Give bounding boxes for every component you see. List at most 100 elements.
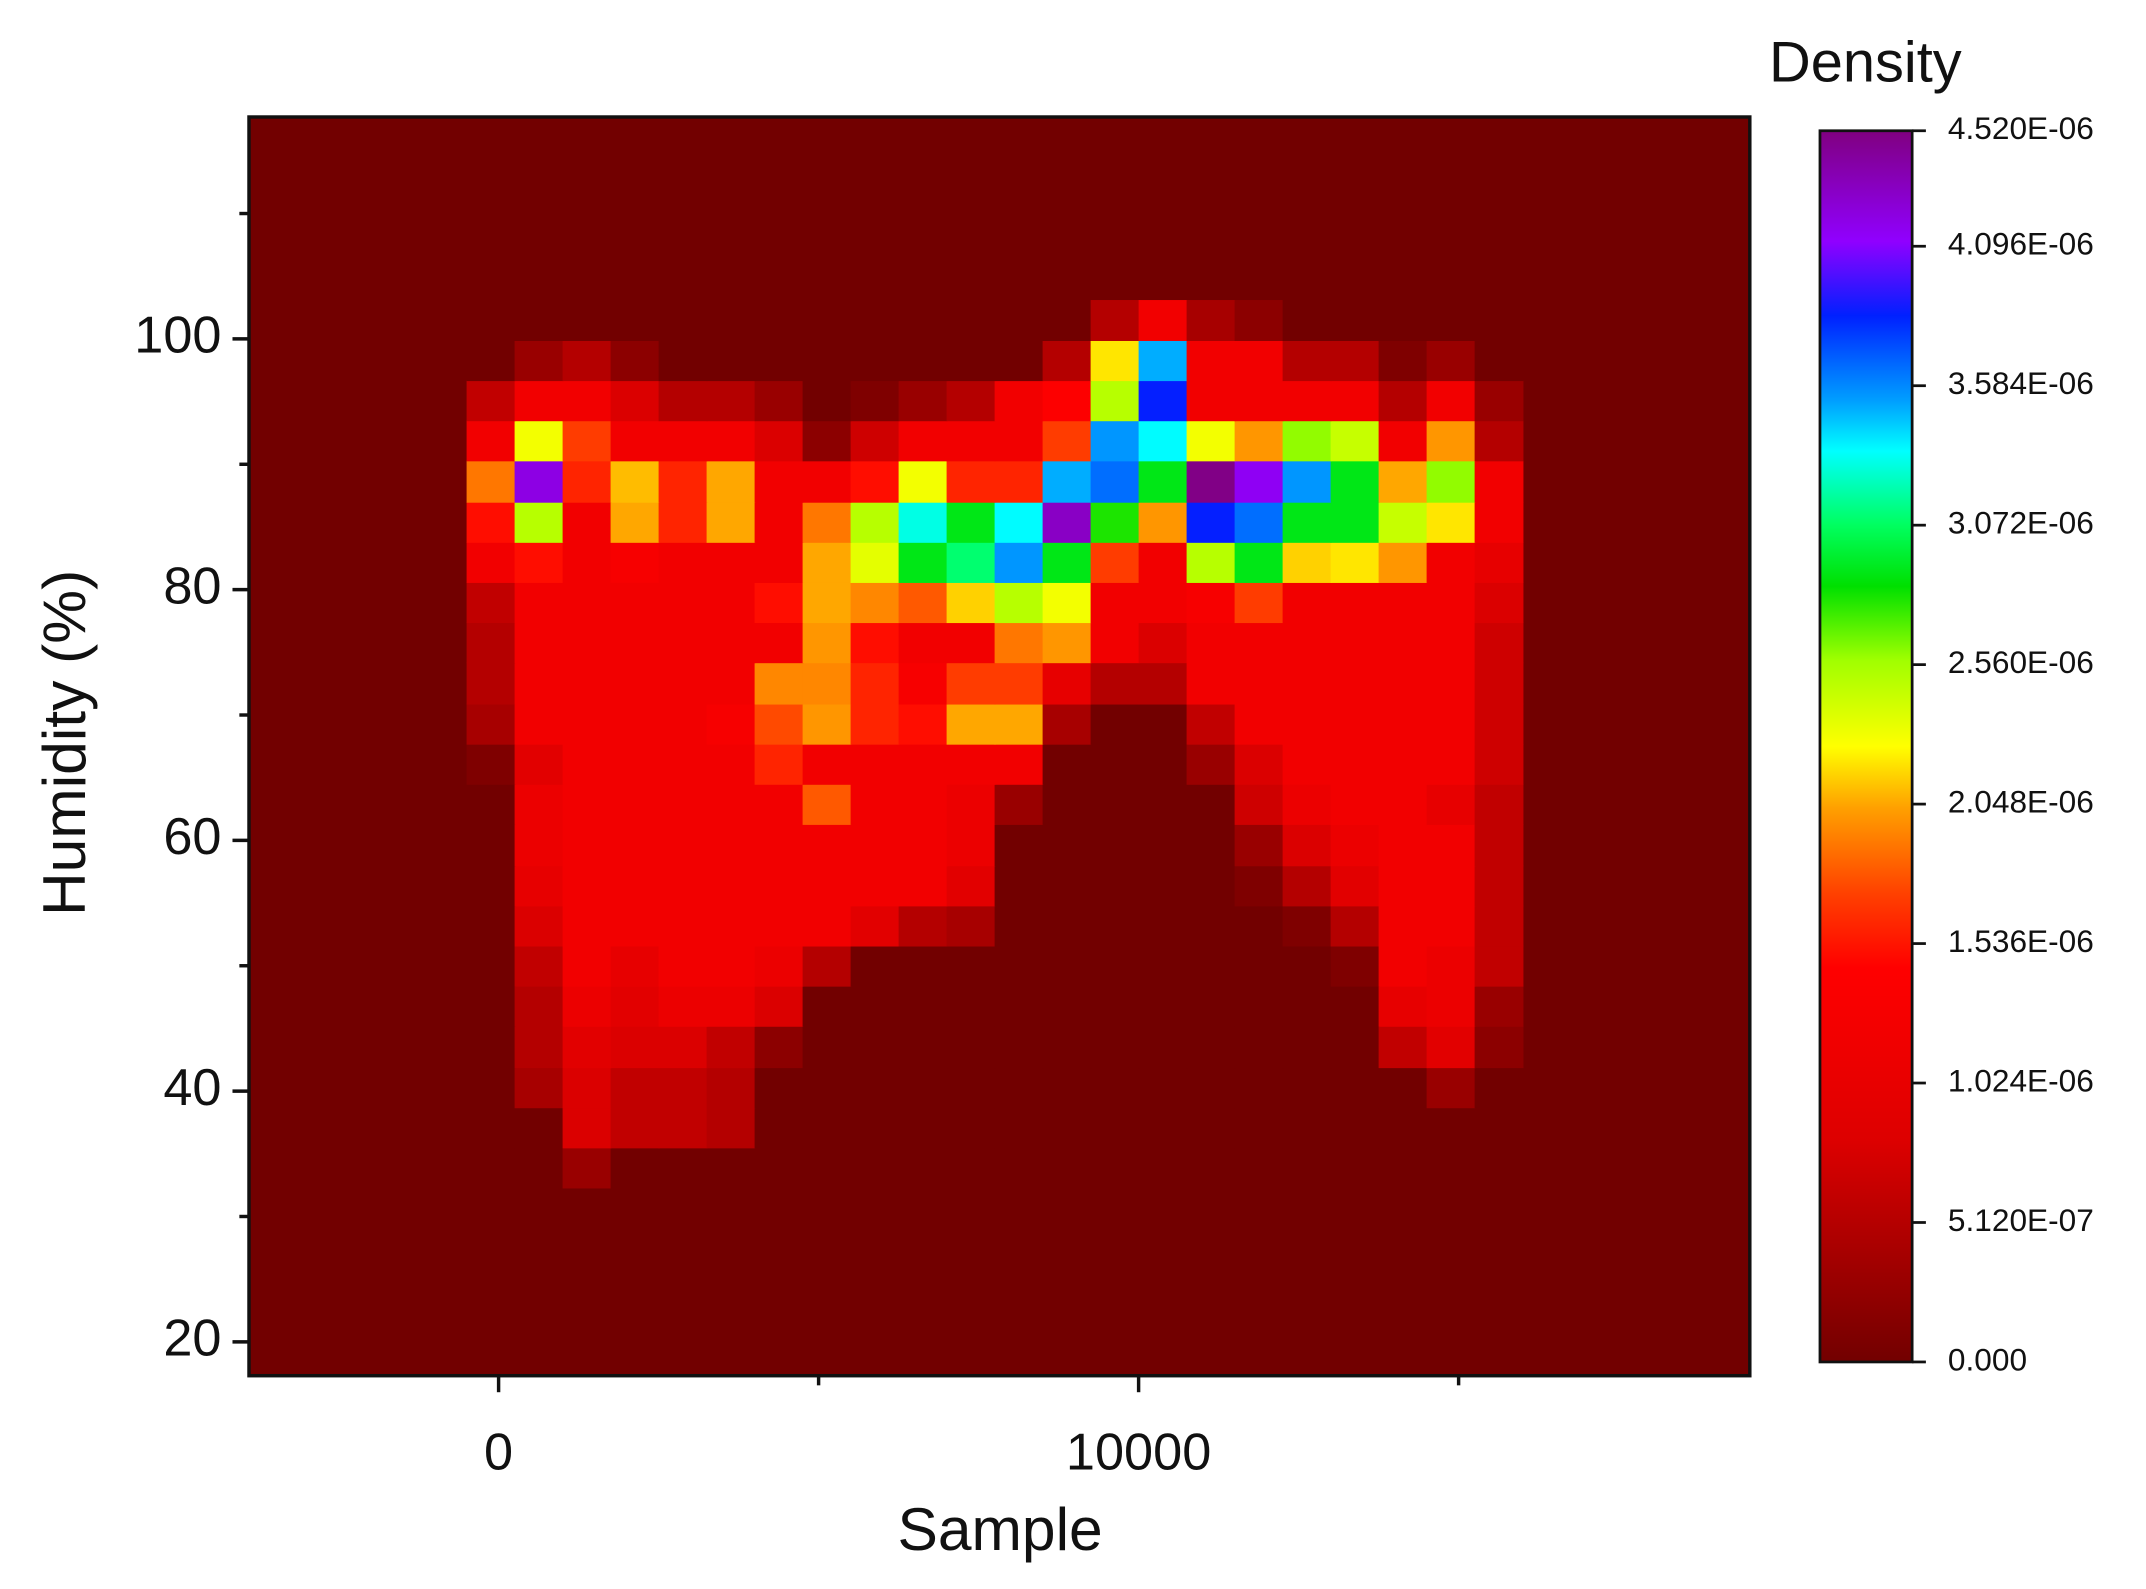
heatmap-cell bbox=[1234, 420, 1284, 462]
heatmap-cell bbox=[946, 945, 996, 987]
heatmap-cell bbox=[850, 824, 900, 867]
heatmap-cells bbox=[248, 116, 1750, 1376]
heatmap-cell bbox=[898, 1025, 948, 1069]
heatmap-cell bbox=[754, 662, 804, 705]
heatmap-cell bbox=[1138, 460, 1188, 503]
heatmap-cell bbox=[1426, 783, 1476, 825]
heatmap-cell bbox=[850, 340, 900, 382]
heatmap-cell bbox=[1282, 460, 1332, 503]
heatmap-cell bbox=[514, 622, 564, 664]
heatmap-cell bbox=[610, 905, 660, 947]
heatmap-cell bbox=[994, 662, 1044, 705]
heatmap-cell bbox=[706, 340, 756, 382]
heatmap-cell bbox=[1378, 662, 1428, 705]
heatmap-cell bbox=[1474, 1067, 1524, 1109]
heatmap-cell bbox=[658, 865, 708, 907]
heatmap-cell bbox=[1186, 582, 1236, 624]
heatmap-cell bbox=[658, 985, 708, 1027]
heatmap-cell bbox=[802, 582, 852, 624]
heatmap-cell bbox=[610, 542, 660, 583]
heatmap-cell bbox=[994, 542, 1044, 583]
heatmap-cell bbox=[466, 1025, 516, 1069]
x-tick-label: 0 bbox=[484, 1423, 513, 1481]
heatmap-cell bbox=[994, 460, 1044, 503]
heatmap-cell bbox=[1474, 542, 1524, 583]
heatmap-cell bbox=[994, 824, 1044, 867]
heatmap-cell bbox=[610, 743, 660, 785]
heatmap-cell bbox=[1282, 420, 1332, 462]
heatmap-cell bbox=[466, 582, 516, 624]
heatmap-cell bbox=[1234, 622, 1284, 664]
heatmap-cell bbox=[610, 824, 660, 867]
heatmap-cell bbox=[1330, 865, 1380, 907]
heatmap-cell bbox=[898, 703, 948, 745]
heatmap-cell bbox=[994, 783, 1044, 825]
heatmap-cell bbox=[562, 662, 612, 705]
heatmap-cell bbox=[898, 582, 948, 624]
heatmap-cell bbox=[1282, 1067, 1332, 1109]
heatmap-cell bbox=[1282, 662, 1332, 705]
heatmap-cell bbox=[658, 582, 708, 624]
heatmap-cell bbox=[562, 824, 612, 867]
heatmap-cell bbox=[1186, 1025, 1236, 1069]
heatmap-cell bbox=[1186, 945, 1236, 987]
heatmap-cell bbox=[898, 945, 948, 987]
heatmap-cell bbox=[610, 1147, 660, 1189]
heatmap-cell bbox=[1186, 622, 1236, 664]
heatmap-cell bbox=[1042, 1107, 1092, 1149]
heatmap-cell bbox=[898, 420, 948, 462]
heatmap-cell bbox=[514, 1147, 564, 1189]
heatmap-cell bbox=[1330, 542, 1380, 583]
heatmap-cell bbox=[1138, 622, 1188, 664]
heatmap-cell bbox=[466, 1067, 516, 1109]
heatmap-cell bbox=[1234, 542, 1284, 583]
heatmap-cell bbox=[1474, 300, 1524, 341]
heatmap-cell bbox=[658, 703, 708, 745]
heatmap-cell bbox=[514, 1107, 564, 1149]
heatmap-cell bbox=[1138, 1025, 1188, 1069]
heatmap-cell bbox=[1378, 743, 1428, 785]
colorbar-tick-label: 5.120E-07 bbox=[1948, 1202, 2094, 1238]
heatmap-cell bbox=[706, 582, 756, 624]
heatmap-cell bbox=[1186, 662, 1236, 705]
heatmap-cell bbox=[946, 1067, 996, 1109]
heatmap-cell bbox=[658, 1025, 708, 1069]
heatmap-cell bbox=[898, 380, 948, 422]
heatmap-cell bbox=[850, 945, 900, 987]
heatmap-cell bbox=[994, 501, 1044, 543]
heatmap-cell bbox=[1090, 340, 1140, 382]
heatmap-cell bbox=[898, 542, 948, 583]
colorbar bbox=[1818, 129, 1914, 1364]
heatmap-cell bbox=[1138, 420, 1188, 462]
heatmap-cell bbox=[562, 743, 612, 785]
heatmap-cell bbox=[946, 1025, 996, 1069]
heatmap-cell bbox=[1378, 824, 1428, 867]
heatmap-cell bbox=[898, 501, 948, 543]
heatmap-cell bbox=[1426, 1107, 1476, 1149]
heatmap-cell bbox=[802, 420, 852, 462]
heatmap-cell bbox=[754, 1025, 804, 1069]
heatmap-cell bbox=[994, 1147, 1044, 1189]
heatmap-cell bbox=[754, 380, 804, 422]
colorbar-tick-label: 2.048E-06 bbox=[1948, 783, 2094, 819]
heatmap-cell bbox=[1042, 501, 1092, 543]
heatmap-cell bbox=[1282, 622, 1332, 664]
heatmap-cell bbox=[1474, 501, 1524, 543]
heatmap-cell bbox=[802, 985, 852, 1027]
colorbar-tick-label: 3.072E-06 bbox=[1948, 505, 2094, 541]
heatmap-cell bbox=[1282, 501, 1332, 543]
heatmap-cell bbox=[1426, 662, 1476, 705]
heatmap-cell bbox=[898, 1107, 948, 1149]
heatmap-cell bbox=[754, 1107, 804, 1149]
heatmap-cell bbox=[514, 501, 564, 543]
heatmap-cell bbox=[658, 340, 708, 382]
heatmap-cell bbox=[1282, 703, 1332, 745]
heatmap-cell bbox=[610, 582, 660, 624]
heatmap-cell bbox=[1042, 783, 1092, 825]
heatmap-cell bbox=[562, 783, 612, 825]
heatmap-cell bbox=[466, 865, 516, 907]
heatmap-cell bbox=[850, 460, 900, 503]
heatmap-cell bbox=[1474, 865, 1524, 907]
heatmap-cell bbox=[466, 1147, 516, 1189]
heatmap-cell bbox=[706, 1067, 756, 1109]
